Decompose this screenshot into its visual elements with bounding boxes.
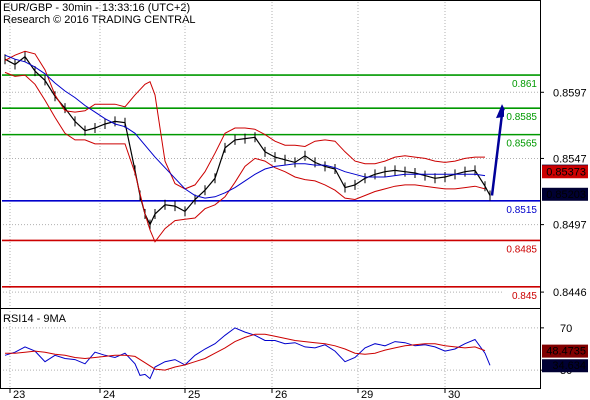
- price-label-bg: [542, 165, 588, 179]
- rsi-y-tick-label: 70: [560, 323, 572, 335]
- level-label-support: 0.845: [512, 291, 537, 302]
- price-label-bg: [542, 187, 588, 201]
- rsi-label-bg: [542, 359, 588, 373]
- y-tick-label: 0.8547: [553, 153, 587, 165]
- series-bollinger: [4, 71, 486, 243]
- x-tick-label: 24: [103, 389, 115, 400]
- level-label-bg: [504, 136, 538, 149]
- level-label-bg: [504, 242, 538, 255]
- chart-copyright: Research © 2016 TRADING CENTRAL: [3, 14, 196, 26]
- x-tick-label: 30: [448, 389, 460, 400]
- series-bollinger: [4, 50, 485, 190]
- rsi-title: RSI14 - 9MA: [3, 313, 67, 325]
- level-label-resistance: 0.8585: [506, 112, 537, 123]
- level-label-bg: [504, 202, 538, 215]
- level-label-support: 0.8485: [506, 244, 537, 255]
- level-label-bg: [504, 110, 538, 123]
- rsi-label: 48.4735: [546, 346, 586, 358]
- x-tick-label: 25: [188, 389, 200, 400]
- x-tick-label: 29: [361, 389, 373, 400]
- series-rsi: [4, 327, 491, 380]
- y-tick-label: 0.8497: [553, 220, 587, 232]
- series-price: [4, 55, 491, 227]
- level-label-resistance: 0.8565: [506, 139, 537, 150]
- price-label: 0.85373: [546, 166, 586, 178]
- level-label-bg: [504, 77, 538, 90]
- level-label-resistance: 0.861: [512, 79, 537, 90]
- level-label-pivot: 0.8515: [506, 205, 537, 216]
- level-label-bg: [504, 288, 538, 301]
- rsi-label-bg: [542, 344, 588, 358]
- rsi-panel-frame: [0, 308, 541, 389]
- series-rsi_ma: [5, 333, 486, 371]
- series-ma: [4, 54, 486, 199]
- rsi-label: 34.634: [552, 360, 586, 372]
- price-label: 0.85203: [546, 189, 586, 201]
- y-tick-label: 0.8446: [553, 287, 587, 299]
- chart-title: EUR/GBP - 30min - 13:33:16 (UTC+2): [3, 2, 191, 14]
- projection-arrow: [490, 114, 504, 196]
- x-tick-label: 26: [275, 389, 287, 400]
- x-tick-label: 23: [13, 389, 25, 400]
- y-tick-label: 0.8597: [553, 87, 587, 99]
